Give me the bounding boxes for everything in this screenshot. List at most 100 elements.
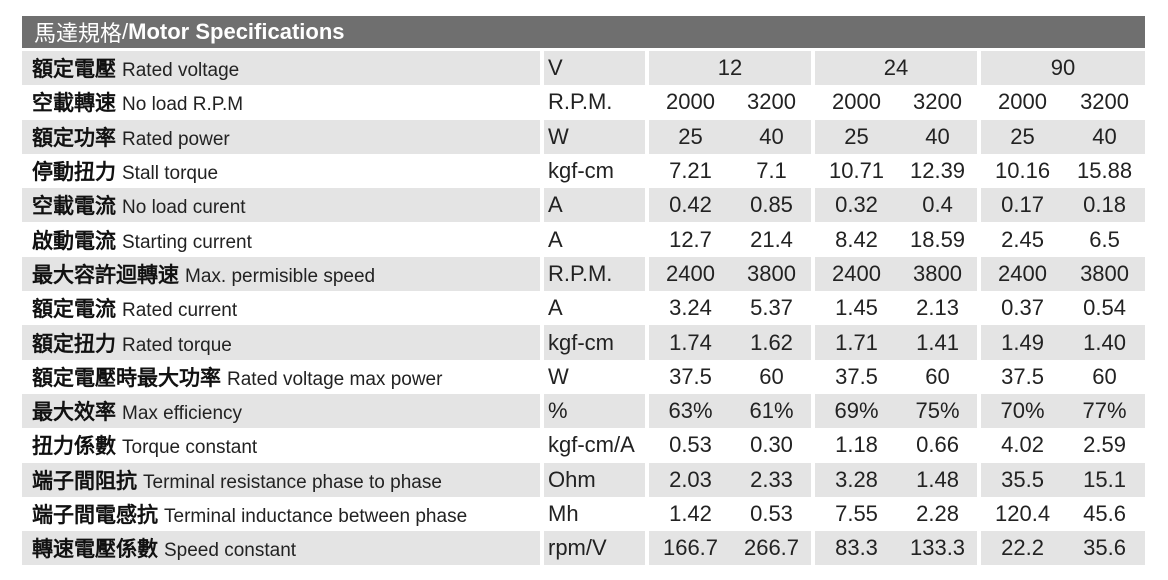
row-label-zh: 空載電流 [32, 194, 116, 219]
value-cell: 166.7 [649, 531, 732, 566]
value-cell: 1.71 [815, 325, 899, 360]
value-cell: 2000 [981, 85, 1065, 120]
row-label-en: Rated current [122, 300, 238, 322]
value-cell: 4.02 [981, 428, 1065, 463]
row-unit: rpm/V [544, 531, 649, 566]
value-cell: 1.42 [649, 496, 732, 532]
value-cell: 77% [1064, 393, 1146, 429]
row-label: 最大效率 Max efficiency [22, 393, 544, 429]
value-cell: 120.4 [981, 496, 1065, 532]
value-cell: 0.18 [1064, 188, 1146, 223]
value-cell: 2.45 [981, 222, 1065, 257]
value-cell: 3800 [732, 256, 816, 292]
value-cell: 0.53 [732, 496, 816, 532]
value-cell: 8.42 [815, 222, 899, 257]
value-cell: 25 [981, 119, 1065, 154]
row-label: 額定電壓 Rated voltage [22, 51, 544, 86]
voltage-header-90: 90 [981, 51, 1146, 86]
value-cell: 37.5 [649, 359, 732, 394]
value-cell: 2000 [815, 85, 899, 120]
value-cell: 2.59 [1064, 428, 1146, 463]
row-label-zh: 最大效率 [32, 400, 116, 425]
value-cell: 83.3 [815, 531, 899, 566]
table-row: 停動扭力 Stall torque kgf-cm 7.21 7.1 10.71 12.39 1… [22, 153, 1146, 189]
table-row: 額定扭力 Rated torque kgf-cm 1.74 1.62 1.71 1.41 1.… [22, 325, 1146, 360]
value-cell: 0.42 [649, 188, 732, 223]
table-row: 扭力係數 Torque constant kgf-cm/A 0.53 0.30 1.18 0… [22, 428, 1146, 463]
row-unit: Ohm [544, 462, 649, 497]
value-cell: 7.55 [815, 496, 899, 532]
row-label-en: Terminal inductance between phase [164, 506, 468, 527]
value-cell: 3800 [1064, 256, 1146, 292]
row-unit: kgf-cm/A [544, 428, 649, 463]
value-cell: 45.6 [1064, 496, 1146, 532]
row-label: 額定電流 Rated current [22, 291, 544, 326]
table-row-rated-voltage: 額定電壓 Rated voltage V 12 24 90 [22, 51, 1146, 86]
value-cell: 0.32 [815, 188, 899, 223]
row-label-zh: 額定功率 [32, 125, 116, 150]
value-cell: 12.7 [649, 222, 732, 257]
row-label: 扭力係數 Torque constant [22, 428, 544, 463]
value-cell: 37.5 [815, 359, 899, 394]
row-unit: Mh [544, 496, 649, 532]
value-cell: 5.37 [732, 291, 816, 326]
motor-spec-sheet: 馬達規格 / Motor Specifications 額定電壓 Rated vo… [22, 16, 1146, 566]
value-cell: 10.16 [981, 153, 1065, 189]
row-label-en: Rated voltage [122, 60, 240, 82]
row-label-zh: 額定電壓時最大功率 [32, 365, 221, 390]
value-cell: 63% [649, 393, 732, 429]
value-cell: 3200 [1064, 85, 1146, 120]
table-row: 空載電流 No load curent A 0.42 0.85 0.32 0.4 0.17 0.… [22, 188, 1146, 223]
value-cell: 40 [1064, 119, 1146, 154]
row-unit: kgf-cm [544, 325, 649, 360]
table-row: 最大效率 Max efficiency% 63% 61% 69% 75% 70% 77% [22, 393, 1146, 429]
row-label-zh: 轉速電壓係數 [32, 537, 158, 562]
value-cell: 2400 [981, 256, 1065, 292]
row-label-zh: 額定電壓 [32, 57, 116, 82]
title-en: Motor Specifications [128, 19, 345, 44]
row-label-en: Speed constant [164, 540, 297, 562]
value-cell: 3.24 [649, 291, 732, 326]
value-cell: 21.4 [732, 222, 816, 257]
table-row: 最大容許迴轉速 Max. permisible speed R.P.M. 2400 38… [22, 256, 1146, 292]
value-cell: 1.49 [981, 325, 1065, 360]
row-label-zh: 端子間電感抗 [32, 503, 158, 527]
table-row: 啟動電流 Starting current A 12.7 21.4 8.42 18.59 2.… [22, 222, 1146, 257]
value-cell: 1.41 [898, 325, 982, 360]
value-cell: 1.40 [1064, 325, 1146, 360]
row-label: 空載電流 No load curent [22, 188, 544, 223]
value-cell: 15.88 [1064, 153, 1146, 189]
row-label-zh: 端子間阻抗 [32, 468, 137, 493]
value-cell: 10.71 [815, 153, 899, 189]
table-row: 額定功率 Rated power W 25 40 25 40 25 40 [22, 119, 1146, 154]
row-label-zh: 扭力係數 [32, 434, 116, 459]
value-cell: 3200 [732, 85, 816, 120]
value-cell: 0.37 [981, 291, 1065, 326]
row-label: 端子間阻抗 Terminal resistance phase to phase [22, 462, 544, 497]
spec-table-body: 額定電壓 Rated voltage V 12 24 90 空載轉速 No load… [22, 51, 1146, 566]
value-cell: 2.13 [898, 291, 982, 326]
table-row: 額定電流 Rated current A 3.24 5.37 1.45 2.13 0.37 0.… [22, 291, 1146, 326]
value-cell: 1.45 [815, 291, 899, 326]
value-cell: 1.48 [898, 462, 982, 497]
row-unit: A [544, 291, 649, 326]
value-cell: 266.7 [732, 531, 816, 566]
voltage-header-12: 12 [649, 51, 816, 86]
row-label-en: Stall torque [122, 163, 219, 185]
value-cell: 0.53 [649, 428, 732, 463]
row-label: 額定功率 Rated power [22, 119, 544, 154]
row-label-zh: 停動扭力 [32, 160, 116, 185]
value-cell: 1.74 [649, 325, 732, 360]
value-cell: 12.39 [898, 153, 982, 189]
value-cell: 2400 [815, 256, 899, 292]
row-unit: W [544, 119, 649, 154]
row-label-en: No load R.P.M [122, 94, 244, 116]
table-row: 轉速電壓係數 Speed constant rpm/V 166.7 266.7 83.3 1… [22, 531, 1146, 566]
value-cell: 2400 [649, 256, 732, 292]
value-cell: 0.30 [732, 428, 816, 463]
row-unit: kgf-cm [544, 153, 649, 189]
row-label: 停動扭力 Stall torque [22, 153, 544, 189]
value-cell: 70% [981, 393, 1065, 429]
row-label-en: Rated power [122, 128, 230, 150]
row-unit: R.P.M. [544, 256, 649, 292]
